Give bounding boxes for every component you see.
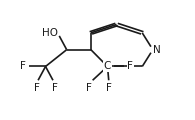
Text: F: F (34, 83, 39, 93)
Text: F: F (86, 83, 92, 93)
Text: F: F (52, 83, 58, 93)
Text: HO: HO (42, 28, 58, 38)
Text: C: C (104, 61, 111, 72)
Text: F: F (20, 61, 26, 72)
Text: N: N (153, 45, 160, 55)
Text: F: F (127, 61, 133, 72)
Text: F: F (106, 83, 112, 93)
